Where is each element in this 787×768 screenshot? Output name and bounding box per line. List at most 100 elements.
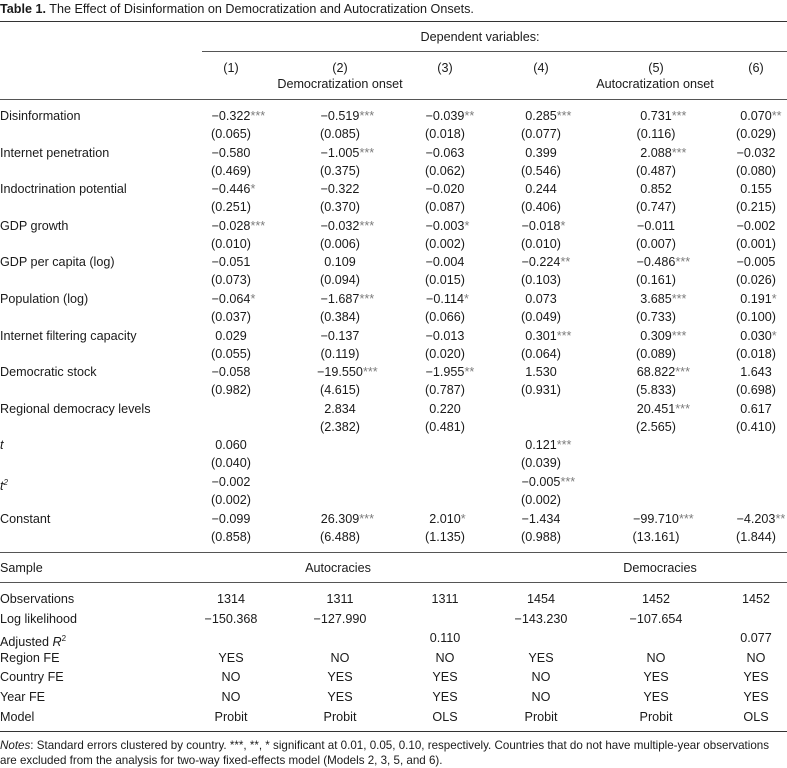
standard-error-cell: (0.001): [736, 237, 776, 251]
stat-value: OLS: [432, 710, 458, 724]
stat-value: YES: [432, 670, 458, 684]
stat-value: YES: [743, 670, 769, 684]
coefficient-cell: −0.020: [426, 182, 465, 197]
coefficient-value: −19.550: [317, 365, 363, 379]
row-label-text: Regional democracy levels: [0, 402, 151, 416]
standard-error-cell: (0.215): [736, 200, 776, 214]
row-label: Democratic stock: [0, 365, 97, 380]
standard-error-cell: (0.931): [521, 383, 561, 397]
coefficient-value: 26.309: [320, 512, 360, 526]
coefficient-value: 0.852: [640, 182, 672, 196]
standard-error-cell: (0.384): [320, 310, 360, 324]
coefficient-cell: 0.617: [740, 402, 772, 417]
coefficient-cell: 0.191 *: [740, 292, 776, 307]
stat-value: 1452: [741, 592, 771, 606]
significance-stars: ***: [671, 292, 687, 306]
standard-error-cell: (0.065): [211, 127, 251, 141]
coefficient-cell: 0.121 ***: [525, 438, 571, 453]
stat-value: −150.368: [204, 612, 258, 626]
coefficient-value: −0.051: [211, 255, 251, 269]
coefficient-cell: −0.028 ***: [212, 219, 266, 234]
stat-label: Country FE: [0, 670, 64, 685]
standard-error-cell: (0.049): [521, 310, 561, 324]
standard-error-cell: (0.026): [736, 273, 776, 287]
significance-stars: ***: [560, 475, 576, 489]
stat-value: NO: [330, 651, 350, 665]
table-caption: The Effect of Disinformation on Democrat…: [49, 2, 474, 16]
standard-error-cell: (0.018): [736, 347, 776, 361]
coefficient-value: 0.285: [525, 109, 557, 123]
coefficient-value: 0.121: [525, 438, 557, 452]
coefficient-value: −0.005: [736, 255, 776, 269]
sample-bottom-rule: [0, 582, 787, 583]
row-label-text: Disinformation: [0, 109, 81, 123]
coefficient-cell: 0.029: [215, 329, 247, 344]
row-label-text: t: [0, 479, 4, 494]
standard-error-cell: (0.002): [211, 493, 251, 507]
significance-stars: ***: [359, 292, 375, 306]
coefficient-value: −0.032: [736, 146, 776, 160]
coefficient-value: −0.137: [320, 329, 360, 343]
significance-stars: ***: [675, 365, 690, 379]
stat-value: Probit: [524, 710, 558, 724]
standard-error-cell: (0.039): [521, 456, 561, 470]
standard-error-cell: (0.040): [211, 456, 251, 470]
significance-stars: ***: [556, 329, 572, 343]
significance-stars: *: [463, 292, 469, 306]
significance-stars: ***: [359, 512, 374, 526]
coefficient-cell: −0.051: [212, 255, 251, 270]
notes-line-1: : Standard errors clustered by country. …: [30, 739, 770, 752]
stat-value: NO: [531, 670, 551, 684]
significance-stars: ***: [671, 109, 687, 123]
standard-error-cell: (5.833): [636, 383, 676, 397]
standard-error-cell: (0.469): [211, 164, 251, 178]
stat-label: Observations: [0, 592, 74, 607]
coefficient-value: −0.114: [426, 292, 464, 306]
standard-error-cell: (0.698): [736, 383, 776, 397]
standard-error-cell: (0.037): [211, 310, 251, 324]
significance-stars: *: [464, 219, 470, 233]
significance-stars: ***: [556, 109, 572, 123]
bottom-rule: [0, 731, 787, 732]
standard-error-cell: (0.370): [320, 200, 360, 214]
coefficient-value: −0.063: [425, 146, 465, 160]
coefficient-value: 0.029: [215, 329, 247, 343]
standard-error-cell: (13.161): [632, 530, 680, 544]
coefficient-value: −0.486: [636, 255, 676, 269]
row-label-text: Internet filtering capacity: [0, 329, 137, 343]
coefficient-cell: 0.301 ***: [525, 329, 571, 344]
row-label: GDP per capita (log): [0, 255, 115, 270]
coefficient-value: −0.002: [736, 219, 776, 233]
significance-stars: **: [560, 255, 571, 269]
coefficient-value: 0.060: [215, 438, 247, 452]
stat-label: Model: [0, 710, 34, 725]
coefficient-cell: −1.434: [522, 512, 561, 527]
significance-stars: *: [560, 219, 566, 233]
coefficient-cell: −19.550 ***: [317, 365, 378, 380]
table-title: Table 1. The Effect of Disinformation on…: [0, 2, 474, 16]
coefficient-value: −99.710: [633, 512, 679, 526]
coefficient-cell: −0.004: [426, 255, 465, 270]
standard-error-cell: (0.087): [425, 200, 465, 214]
standard-error-cell: (0.007): [636, 237, 676, 251]
stat-value: 1454: [526, 592, 556, 606]
coefficient-value: −0.058: [211, 365, 251, 379]
coefficient-cell: −0.039 **: [426, 109, 475, 124]
coefficient-value: −0.519: [320, 109, 360, 123]
coefficient-cell: −0.005: [737, 255, 776, 270]
coefficient-cell: 0.060: [215, 438, 247, 453]
table-notes: Notes: Standard errors clustered by coun…: [0, 738, 787, 768]
stat-value: OLS: [743, 710, 769, 724]
standard-error-cell: (4.615): [320, 383, 360, 397]
stat-value: YES: [528, 651, 554, 665]
significance-stars: ***: [556, 438, 572, 452]
coefficient-value: 2.088: [640, 146, 672, 160]
coefficient-value: −0.099: [211, 512, 251, 526]
coefficient-value: 0.070: [740, 109, 772, 123]
coefficient-value: 1.643: [740, 365, 772, 379]
stat-value: −107.654: [629, 612, 683, 626]
coefficient-value: −0.011: [637, 219, 675, 233]
stat-value: −143.230: [514, 612, 568, 626]
header-rule: [0, 99, 787, 100]
top-rule: [0, 21, 787, 22]
